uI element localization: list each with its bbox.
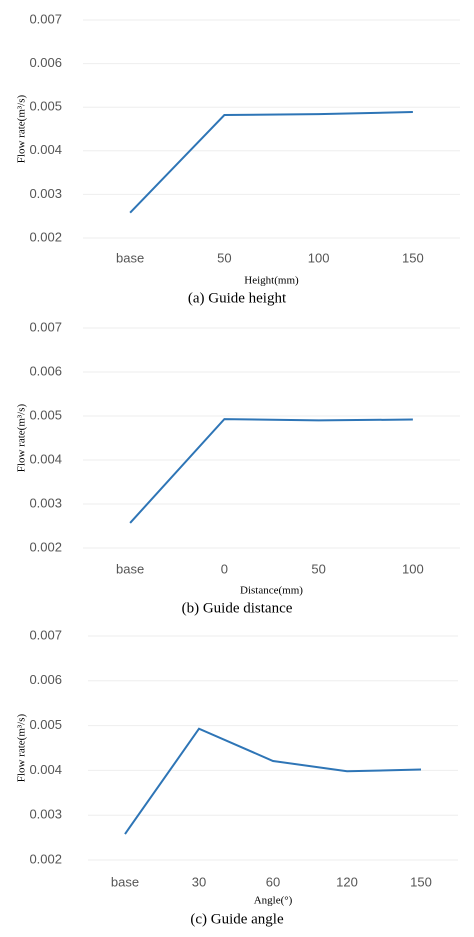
y-tick-label: 0.004 <box>29 142 62 157</box>
x-tick-label: base <box>111 874 139 889</box>
x-tick-label: 50 <box>311 561 325 576</box>
x-tick-label: 30 <box>192 874 206 889</box>
y-tick-label: 0.006 <box>29 363 62 378</box>
y-tick-label: 0.007 <box>29 319 62 334</box>
line <box>129 418 413 524</box>
y-tick-label: 0.005 <box>29 407 62 422</box>
y-axis-label: Flow rate(m³/s) <box>16 403 28 472</box>
y-tick-label: 0.007 <box>29 627 62 642</box>
x-tick-label: base <box>116 561 144 576</box>
x-tick-label: 100 <box>402 561 424 576</box>
x-axis-label: Distance(mm) <box>240 585 303 597</box>
x-tick-label: base <box>116 250 144 265</box>
y-axis-label: Flow rate(m³/s) <box>16 713 28 782</box>
y-tick-label: 0.003 <box>29 186 62 201</box>
y-axis-label: Flow rate(m³/s) <box>16 94 28 163</box>
y-tick-label: 0.004 <box>29 762 62 777</box>
line <box>129 110 413 214</box>
y-tick-label: 0.003 <box>29 807 62 822</box>
y-tick-label: 0.002 <box>29 229 62 244</box>
x-tick-label: 100 <box>308 250 330 265</box>
caption: (c) Guide angle <box>190 911 284 927</box>
y-tick-label: 0.007 <box>29 11 62 26</box>
y-tick-label: 0.003 <box>29 495 62 510</box>
y-tick-label: 0.006 <box>29 55 62 70</box>
y-tick-label: 0.005 <box>29 99 62 114</box>
line <box>124 727 422 835</box>
y-tick-label: 0.002 <box>29 851 62 866</box>
x-tick-label: 50 <box>217 250 231 265</box>
x-tick-label: 60 <box>266 874 280 889</box>
x-tick-label: 0 <box>221 561 228 576</box>
y-tick-label: 0.002 <box>29 539 62 554</box>
caption: (b) Guide distance <box>182 600 293 616</box>
x-axis-label: Angle(°) <box>254 895 293 907</box>
caption: (a) Guide height <box>188 290 287 306</box>
y-tick-label: 0.004 <box>29 451 62 466</box>
x-tick-label: 150 <box>410 874 432 889</box>
y-tick-label: 0.006 <box>29 672 62 687</box>
y-tick-label: 0.005 <box>29 717 62 732</box>
x-axis-label: Height(mm) <box>244 275 299 287</box>
x-tick-label: 120 <box>336 874 358 889</box>
x-tick-label: 150 <box>402 250 424 265</box>
